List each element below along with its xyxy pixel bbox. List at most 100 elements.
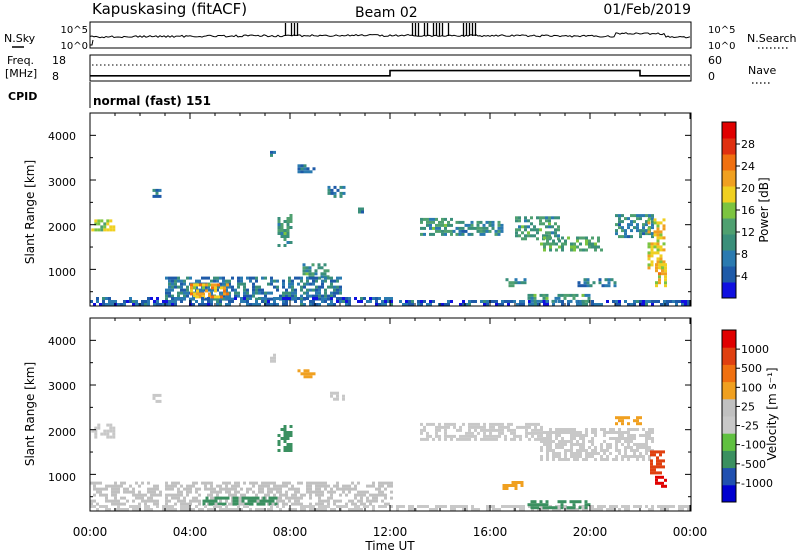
power-cell xyxy=(485,229,489,233)
power-cell xyxy=(324,294,327,298)
velocity-cell xyxy=(576,443,579,446)
power-cell xyxy=(658,263,661,267)
velocity-cell xyxy=(630,434,633,437)
power-cell xyxy=(444,223,447,227)
power-cell xyxy=(336,276,339,280)
power-cell xyxy=(314,269,318,273)
velocity-cell xyxy=(516,425,519,429)
power-cell xyxy=(306,167,310,171)
velocity-cell xyxy=(282,481,285,485)
velocity-cell xyxy=(232,499,236,503)
power-cell xyxy=(651,226,654,230)
velocity-cell xyxy=(573,443,576,446)
power-cell xyxy=(327,188,331,192)
power-cell xyxy=(277,226,281,229)
velocity-cell xyxy=(564,455,567,458)
power-cell xyxy=(621,229,624,233)
power-cell xyxy=(681,303,684,306)
velocity-cell xyxy=(648,437,651,440)
velocity-cell xyxy=(318,484,321,488)
velocity-cell xyxy=(661,484,664,488)
power-cell xyxy=(333,185,337,189)
velocity-cell xyxy=(372,496,375,500)
velocity-cell xyxy=(96,502,99,506)
power-cell xyxy=(658,272,661,276)
power-cell xyxy=(315,291,318,295)
power-cell xyxy=(647,266,651,270)
velocity-cell xyxy=(545,503,549,507)
power-cell xyxy=(193,283,196,287)
power-cell xyxy=(320,266,324,270)
velocity-cell xyxy=(564,449,567,452)
velocity-cell xyxy=(291,508,294,511)
nave-tick-bottom: 0 xyxy=(708,70,715,83)
velocity-cell xyxy=(624,431,627,434)
velocity-cell xyxy=(132,499,135,503)
power-cell xyxy=(399,300,402,303)
power-cell xyxy=(286,217,290,220)
velocity-cell xyxy=(648,508,651,511)
velocity-cell xyxy=(510,437,513,441)
velocity-cell xyxy=(659,450,662,454)
velocity-cell xyxy=(420,428,423,432)
power-cell xyxy=(633,303,636,306)
velocity-cell xyxy=(444,431,447,435)
power-cell xyxy=(636,214,639,218)
power-cell xyxy=(180,300,183,303)
power-cell xyxy=(664,263,667,267)
power-cell xyxy=(444,232,447,236)
power-cell xyxy=(324,291,327,295)
velocity-cell xyxy=(171,481,174,485)
power-cell xyxy=(447,223,450,227)
velocity-cell xyxy=(289,449,293,452)
velocity-cell xyxy=(603,452,606,455)
power-cell xyxy=(204,276,207,280)
velocity-cell xyxy=(585,458,588,461)
velocity-cell xyxy=(109,426,113,430)
power-cell xyxy=(219,300,222,303)
velocity-cell xyxy=(516,505,519,508)
power-cell xyxy=(315,276,318,280)
velocity-cell xyxy=(435,425,438,429)
power-cell xyxy=(222,279,225,283)
power-cell xyxy=(324,297,327,301)
velocity-cell xyxy=(564,431,567,434)
power-cell xyxy=(103,228,107,232)
velocity-cell xyxy=(219,505,222,508)
power-cell xyxy=(429,226,432,230)
velocity-cell xyxy=(234,481,237,485)
power-cell xyxy=(618,220,621,224)
power-cell xyxy=(584,293,588,297)
velocity-cell xyxy=(282,493,285,497)
velocity-cell xyxy=(558,505,561,508)
velocity-cell xyxy=(549,437,552,440)
velocity-cell xyxy=(681,508,684,511)
velocity-cell xyxy=(606,508,609,511)
power-cell xyxy=(106,219,110,223)
velocity-cell xyxy=(259,502,263,506)
velocity-cell xyxy=(555,443,558,446)
velocity-cell xyxy=(289,431,293,434)
power-cell xyxy=(267,303,270,306)
velocity-cell xyxy=(587,503,591,507)
velocity-cell xyxy=(327,496,330,500)
noise-sky-jump xyxy=(90,39,94,46)
velocity-cell xyxy=(600,446,603,449)
power-cell xyxy=(327,294,330,298)
velocity-cell xyxy=(330,493,333,497)
velocity-cell xyxy=(573,508,576,511)
velocity-cell xyxy=(283,431,287,434)
velocity-cell xyxy=(657,505,660,508)
power-cell xyxy=(261,300,264,303)
velocity-cell xyxy=(558,446,561,449)
velocity-cell xyxy=(633,443,636,446)
power-cell xyxy=(527,234,530,238)
power-cell xyxy=(321,285,324,289)
velocity-cell xyxy=(600,505,603,508)
power-cell xyxy=(285,300,288,303)
velocity-cell xyxy=(279,487,282,491)
velocity-cell xyxy=(231,493,234,497)
power-cell xyxy=(639,214,642,218)
power-cell xyxy=(461,226,465,230)
